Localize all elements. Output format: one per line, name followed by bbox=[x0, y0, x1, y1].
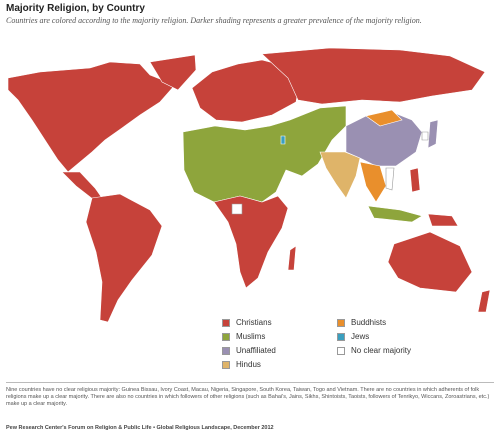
new-zealand bbox=[477, 289, 491, 313]
legend-item: Buddhists bbox=[337, 318, 386, 327]
legend-label: Muslims bbox=[236, 332, 266, 341]
legend-label: Christians bbox=[236, 318, 272, 327]
japan bbox=[427, 119, 439, 149]
india bbox=[319, 151, 361, 199]
south-korea bbox=[421, 131, 429, 141]
russia bbox=[261, 47, 486, 105]
madagascar bbox=[287, 245, 297, 271]
north-america bbox=[7, 61, 176, 173]
mongolia bbox=[365, 109, 403, 127]
legend-item: Unaffiliated bbox=[222, 346, 276, 355]
legend-swatch bbox=[222, 360, 230, 369]
israel bbox=[280, 135, 286, 145]
legend-swatch bbox=[337, 346, 345, 355]
nigeria bbox=[231, 203, 243, 215]
legend-swatch bbox=[222, 346, 230, 355]
philippines bbox=[409, 167, 421, 193]
southeast-asia bbox=[359, 161, 387, 203]
sub-saharan-africa bbox=[213, 195, 289, 289]
legend-label: Hindus bbox=[236, 360, 261, 369]
legend-label: No clear majority bbox=[351, 346, 412, 355]
indonesia bbox=[367, 205, 423, 223]
legend-item: Muslims bbox=[222, 332, 265, 341]
legend-swatch bbox=[337, 332, 345, 341]
legend-label: Unaffiliated bbox=[236, 346, 276, 355]
legend-item: No clear majority bbox=[337, 346, 411, 355]
note: Nine countries have no clear religious m… bbox=[6, 382, 494, 408]
source: Pew Research Center's Forum on Religion … bbox=[6, 425, 274, 431]
legend-swatch bbox=[222, 332, 230, 341]
south-america bbox=[85, 193, 163, 323]
legend-swatch bbox=[222, 318, 230, 327]
australia bbox=[387, 231, 473, 293]
legend-item: Jews bbox=[337, 332, 369, 341]
central-america bbox=[61, 171, 103, 201]
legend-swatch bbox=[337, 318, 345, 327]
greenland bbox=[149, 54, 197, 91]
subtitle: Countries are colored according to the m… bbox=[6, 16, 422, 25]
title: Majority Religion, by Country bbox=[6, 3, 145, 14]
legend-item: Hindus bbox=[222, 360, 261, 369]
legend-label: Jews bbox=[351, 332, 370, 341]
papua bbox=[427, 213, 459, 227]
vietnam bbox=[385, 167, 395, 191]
legend-label: Buddhists bbox=[351, 318, 387, 327]
world-map bbox=[7, 47, 491, 323]
legend: Christians Muslims Unaffiliated Hindus Buddh… bbox=[222, 318, 462, 374]
legend-item: Christians bbox=[222, 318, 272, 327]
